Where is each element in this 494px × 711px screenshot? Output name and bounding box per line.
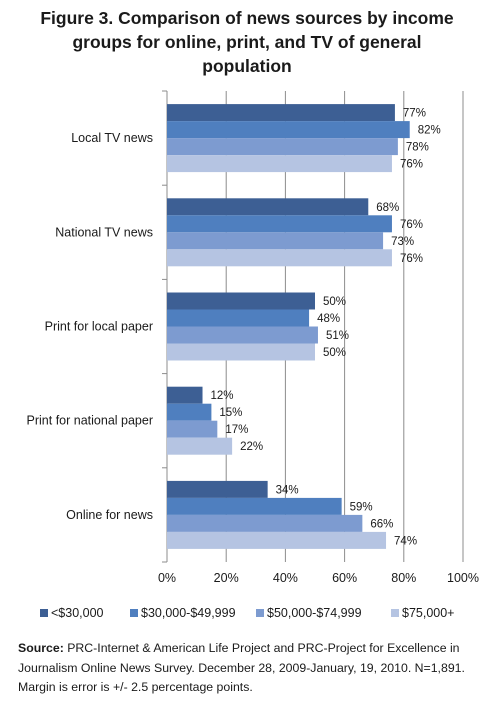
category-label: Online for news (66, 508, 153, 522)
bar (167, 121, 410, 139)
bar (167, 309, 310, 327)
bar (167, 420, 218, 438)
chart-title: Figure 3. Comparison of news sources by … (40, 8, 454, 76)
data-label: 76% (400, 159, 423, 171)
bar-chart: 0% 20% 40% 60% 80% 100% Local TV news 77% 82% 78%… (27, 90, 479, 585)
data-label: 48% (317, 313, 340, 325)
legend-swatch (40, 609, 48, 617)
bar (167, 249, 392, 267)
bar (167, 403, 212, 421)
legend-item: $30,000-$49,999 (130, 602, 236, 624)
bar (167, 386, 203, 404)
source-text: PRC-Internet & American Life Project and… (18, 641, 465, 694)
data-label: 12% (211, 390, 234, 402)
x-tick-label: 100% (447, 571, 479, 585)
bar (167, 155, 392, 173)
bar (167, 326, 318, 344)
bar (167, 480, 268, 498)
bar (167, 232, 384, 250)
x-tick-label: 20% (214, 571, 239, 585)
legend-label: $50,000-$74,999 (267, 606, 362, 620)
legend-label: <$30,000 (51, 606, 104, 620)
legend-swatch (391, 609, 399, 617)
bar (167, 215, 392, 233)
data-label: 78% (406, 142, 429, 154)
category-label: Print for national paper (27, 414, 153, 428)
legend-label: $75,000+ (402, 606, 455, 620)
source-label: Source: (18, 641, 64, 655)
data-label: 17% (225, 424, 248, 436)
data-label: 77% (403, 108, 426, 120)
data-label: 51% (326, 330, 349, 342)
bar (167, 514, 363, 532)
bar (167, 531, 387, 549)
legend-item: $50,000-$74,999 (256, 602, 362, 624)
data-label: 74% (394, 535, 417, 547)
x-tick-label: 80% (391, 571, 416, 585)
data-label: 59% (350, 501, 373, 513)
legend-label: $30,000-$49,999 (141, 606, 236, 620)
legend-swatch (256, 609, 264, 617)
data-label: 76% (400, 253, 423, 265)
bar (167, 497, 342, 515)
bar (167, 292, 315, 310)
category-label: Print for local paper (45, 320, 153, 334)
legend-item: $75,000+ (391, 602, 454, 624)
bar (167, 198, 369, 216)
x-tick-label: 60% (332, 571, 357, 585)
chart-legend: <$30,000 $30,000-$49,999 $50,000-$74,999 $7… (40, 602, 480, 624)
data-label: 73% (391, 236, 414, 248)
x-tick-label: 0% (158, 571, 176, 585)
data-label: 82% (418, 125, 441, 137)
legend-item: <$30,000 (40, 602, 103, 624)
data-label: 50% (323, 347, 346, 359)
data-label: 50% (323, 296, 346, 308)
data-label: 34% (276, 484, 299, 496)
bar (167, 138, 398, 156)
data-label: 68% (376, 202, 399, 214)
data-label: 76% (400, 219, 423, 231)
bar (167, 343, 315, 361)
bar (167, 437, 233, 455)
data-label: 66% (370, 518, 393, 530)
x-tick-label: 40% (273, 571, 298, 585)
data-label: 22% (240, 441, 263, 453)
data-label: 15% (219, 407, 242, 419)
bar (167, 104, 395, 122)
legend-swatch (130, 609, 138, 617)
category-label: National TV news (55, 225, 153, 239)
category-label: Local TV news (71, 131, 153, 145)
source-note: Source: PRC-Internet & American Life Pro… (18, 639, 484, 698)
